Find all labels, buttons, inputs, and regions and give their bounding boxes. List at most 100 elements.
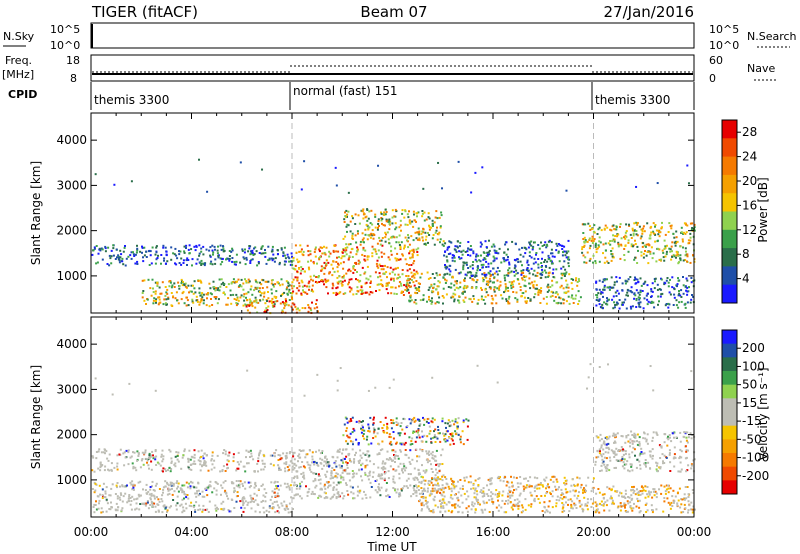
range-cell	[377, 249, 380, 252]
range-cell	[619, 223, 622, 226]
range-cell	[277, 459, 280, 461]
range-cell	[516, 300, 519, 303]
range-cell	[686, 286, 689, 289]
range-cell	[360, 427, 363, 430]
range-cell	[97, 495, 100, 498]
range-cell	[377, 427, 380, 430]
range-cell	[610, 250, 613, 253]
range-cell	[419, 276, 422, 279]
range-cell	[614, 441, 617, 444]
range-cell	[473, 502, 476, 505]
range-cell	[169, 450, 172, 453]
range-cell	[519, 260, 522, 263]
range-cell	[544, 276, 547, 279]
range-cell	[521, 278, 524, 281]
range-cell	[451, 510, 454, 513]
range-cell	[362, 237, 365, 240]
range-cell	[92, 456, 95, 459]
range-cell	[482, 500, 485, 503]
range-cell	[422, 416, 424, 419]
range-cell	[197, 450, 200, 453]
range-cell	[597, 292, 600, 295]
range-cell	[136, 244, 138, 247]
range-cell	[524, 498, 527, 501]
range-cell	[298, 487, 301, 490]
range-cell	[431, 471, 434, 473]
range-cell	[509, 490, 512, 492]
range-cell	[461, 253, 464, 256]
range-cell	[520, 269, 523, 272]
range-cell	[520, 295, 523, 298]
range-cell	[380, 212, 383, 215]
range-cell	[300, 480, 303, 483]
range-cell	[259, 299, 262, 302]
range-cell	[359, 274, 362, 277]
range-cell	[365, 453, 368, 456]
range-cell	[543, 478, 546, 481]
range-cell	[308, 280, 311, 283]
range-cell	[351, 440, 354, 443]
range-cell	[602, 243, 605, 246]
range-cell	[336, 476, 339, 479]
range-cell	[529, 491, 532, 494]
range-cell	[360, 475, 362, 478]
range-cell	[497, 509, 500, 512]
range-cell	[376, 453, 379, 456]
range-cell	[142, 463, 145, 466]
range-cell	[641, 232, 644, 235]
range-cell	[130, 180, 133, 183]
range-cell	[614, 291, 617, 294]
range-cell	[516, 272, 519, 275]
range-cell	[671, 241, 674, 244]
range-cell	[220, 502, 223, 505]
range-cell	[490, 286, 493, 289]
range-cell	[410, 440, 413, 443]
range-cell	[165, 303, 168, 306]
range-cell	[318, 257, 321, 260]
range-cell	[123, 485, 126, 488]
range-cell	[577, 303, 580, 305]
range-cell	[406, 287, 409, 290]
range-cell	[313, 274, 316, 277]
range-cell	[674, 456, 677, 459]
range-cell	[347, 269, 349, 272]
range-cell	[534, 485, 537, 488]
range-cell	[607, 437, 610, 440]
range-cell	[267, 280, 270, 283]
range-cell	[378, 236, 381, 239]
range-cell	[314, 248, 317, 251]
range-cell	[529, 243, 531, 246]
range-cell	[314, 486, 317, 489]
range-cell	[296, 270, 299, 273]
range-cell	[547, 274, 550, 277]
range-cell	[376, 265, 379, 268]
range-cell	[141, 458, 144, 460]
range-cell	[654, 225, 656, 228]
range-cell	[427, 480, 430, 482]
range-cell	[379, 243, 382, 246]
range-cell	[286, 293, 289, 296]
range-cell	[467, 495, 470, 498]
range-cell	[122, 452, 125, 455]
range-cell	[439, 241, 441, 244]
range-cell	[285, 457, 287, 460]
range-cell	[638, 454, 641, 457]
range-cell	[150, 494, 153, 497]
range-cell	[661, 453, 664, 456]
range-cell	[432, 290, 435, 293]
range-cell	[437, 478, 439, 481]
range-cell	[389, 436, 392, 439]
range-cell	[298, 453, 301, 456]
range-cell	[498, 492, 501, 495]
range-cell	[410, 249, 413, 252]
range-cell	[651, 448, 654, 451]
range-cell	[394, 450, 397, 453]
range-cell	[357, 259, 360, 262]
range-cell	[686, 293, 689, 296]
range-cell	[675, 250, 678, 253]
range-cell	[248, 298, 251, 301]
range-cell	[539, 291, 542, 294]
range-cell	[298, 267, 300, 270]
range-cell	[154, 505, 157, 508]
range-cell	[605, 443, 608, 446]
